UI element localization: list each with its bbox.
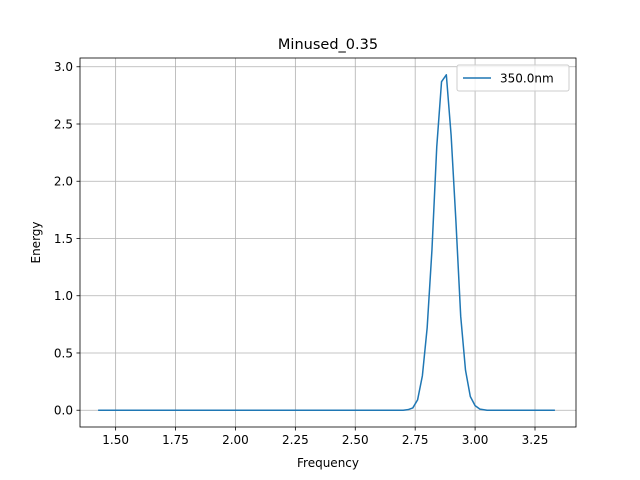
legend-box	[456, 64, 570, 92]
y-axis-label: Energy	[29, 221, 43, 263]
axes-frame	[79, 57, 577, 428]
x-tick-label: 2.00	[222, 433, 249, 447]
legend-label-350nm: 350.0nm	[500, 72, 554, 86]
y-tick-label: 0.0	[54, 404, 73, 418]
series-line-350nm	[98, 74, 555, 411]
y-tick-label: 2.5	[54, 117, 73, 131]
x-tick-label: 1.75	[162, 433, 189, 447]
x-tick-label: 2.25	[282, 433, 309, 447]
x-axis-label: Frequency	[297, 456, 359, 470]
y-tick-label: 3.0	[54, 60, 73, 74]
x-tick-label: 3.00	[462, 433, 489, 447]
x-tick-label: 2.50	[342, 433, 369, 447]
chart-title: Minused_0.35	[278, 37, 378, 53]
y-tick-label: 2.0	[54, 175, 73, 189]
y-tick-label: 0.5	[54, 346, 73, 360]
y-tick-label: 1.5	[54, 232, 73, 246]
tick-layer: 1.50 1.75 2.00 2.25 2.50 2.75 3.00 3.25 0.0 0.5 1.…	[54, 60, 548, 447]
legend: 350.0nm	[456, 64, 570, 92]
x-tick-label: 2.75	[402, 433, 429, 447]
series-layer	[98, 74, 555, 411]
y-tick-label: 1.0	[54, 289, 73, 303]
x-tick-label: 3.25	[522, 433, 549, 447]
x-tick-label: 1.50	[102, 433, 129, 447]
